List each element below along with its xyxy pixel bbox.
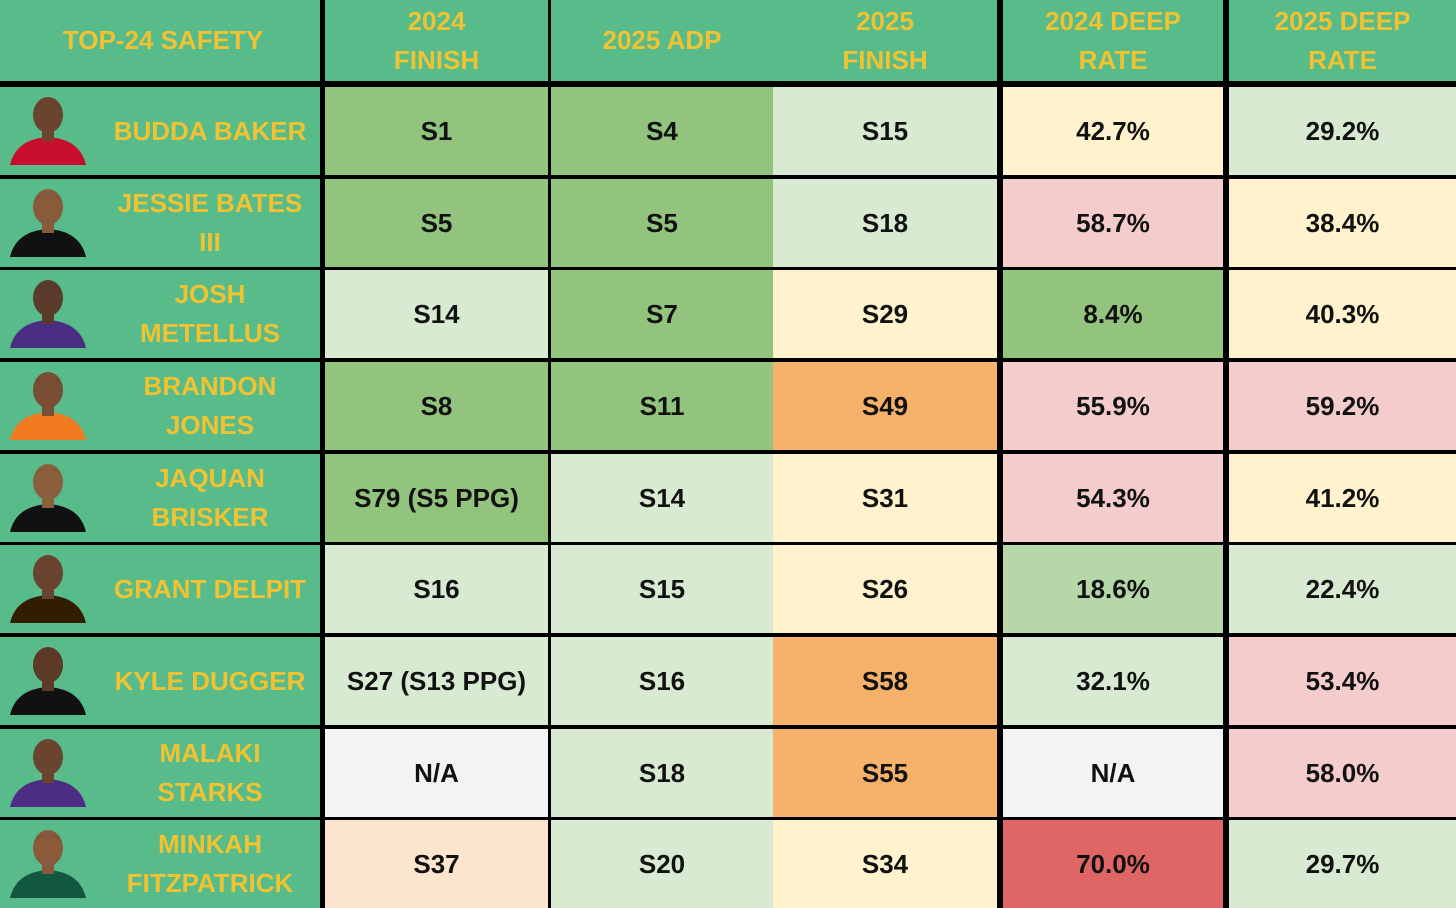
stat-cell: S8 <box>325 362 548 450</box>
stat-cell: S16 <box>325 545 548 633</box>
stat-cell: N/A <box>1003 729 1223 817</box>
header-cell: 2024 FINISH <box>325 0 548 81</box>
stat-cell: S5 <box>325 179 548 267</box>
stat-cell: S55 <box>773 729 997 817</box>
stat-cell: S11 <box>551 362 773 450</box>
player-name: BRANDON JONES <box>143 371 277 440</box>
player-photo <box>10 739 86 807</box>
stat-cell: 54.3% <box>1003 454 1223 542</box>
header-cell: 2025 DEEP RATE <box>1229 0 1456 81</box>
player-name: JAQUAN BRISKER <box>151 463 269 532</box>
header-cell: TOP-24 SAFETY <box>0 0 320 81</box>
stat-cell: S58 <box>773 637 997 725</box>
stat-cell: S34 <box>773 820 997 908</box>
stat-cell: S14 <box>551 454 773 542</box>
stat-cell: 70.0% <box>1003 820 1223 908</box>
header-cell: 2025 FINISH <box>773 0 997 81</box>
player-photo <box>10 189 86 257</box>
stat-cell: 8.4% <box>1003 270 1223 358</box>
stat-cell: S15 <box>551 545 773 633</box>
stat-cell: 29.7% <box>1229 820 1456 908</box>
stat-cell: 18.6% <box>1003 545 1223 633</box>
header-cell: 2024 DEEP RATE <box>1003 0 1223 81</box>
stat-cell: S1 <box>325 87 548 175</box>
stat-cell: 22.4% <box>1229 545 1456 633</box>
player-name: KYLE DUGGER <box>114 665 306 696</box>
stat-cell: 40.3% <box>1229 270 1456 358</box>
stat-cell: S29 <box>773 270 997 358</box>
stat-cell: 41.2% <box>1229 454 1456 542</box>
player-photo <box>10 464 86 532</box>
stat-cell: S15 <box>773 87 997 175</box>
stat-cell: S26 <box>773 545 997 633</box>
stat-cell: 42.7% <box>1003 87 1223 175</box>
stat-cell: S20 <box>551 820 773 908</box>
player-name: MINKAH FITZPATRICK <box>126 829 294 898</box>
player-photo <box>10 280 86 348</box>
stat-cell: S31 <box>773 454 997 542</box>
stat-cell: S27 (S13 PPG) <box>325 637 548 725</box>
player-photo <box>10 372 86 440</box>
stat-cell: S5 <box>551 179 773 267</box>
stat-cell: S49 <box>773 362 997 450</box>
stat-cell: S14 <box>325 270 548 358</box>
player-name: MALAKI STARKS <box>157 738 263 807</box>
stat-cell: S7 <box>551 270 773 358</box>
stat-cell: 53.4% <box>1229 637 1456 725</box>
header-cell: 2025 ADP <box>551 0 773 81</box>
stat-cell: N/A <box>325 729 548 817</box>
stat-cell: 29.2% <box>1229 87 1456 175</box>
stat-cell: S37 <box>325 820 548 908</box>
stat-cell: 58.7% <box>1003 179 1223 267</box>
player-name: JESSIE BATES III <box>117 188 303 257</box>
stat-cell: S79 (S5 PPG) <box>325 454 548 542</box>
player-photo <box>10 555 86 623</box>
stat-cell: 32.1% <box>1003 637 1223 725</box>
stat-cell: S18 <box>551 729 773 817</box>
stat-cell: 38.4% <box>1229 179 1456 267</box>
stat-cell: S18 <box>773 179 997 267</box>
stat-cell: 55.9% <box>1003 362 1223 450</box>
player-name: BUDDA BAKER <box>113 115 307 146</box>
stat-cell: S16 <box>551 637 773 725</box>
player-name: JOSH METELLUS <box>139 279 281 348</box>
stat-cell: 58.0% <box>1229 729 1456 817</box>
stat-cell: S4 <box>551 87 773 175</box>
stat-cell: 59.2% <box>1229 362 1456 450</box>
player-photo <box>10 830 86 898</box>
player-photo <box>10 97 86 165</box>
player-photo <box>10 647 86 715</box>
player-name: GRANT DELPIT <box>113 573 307 604</box>
